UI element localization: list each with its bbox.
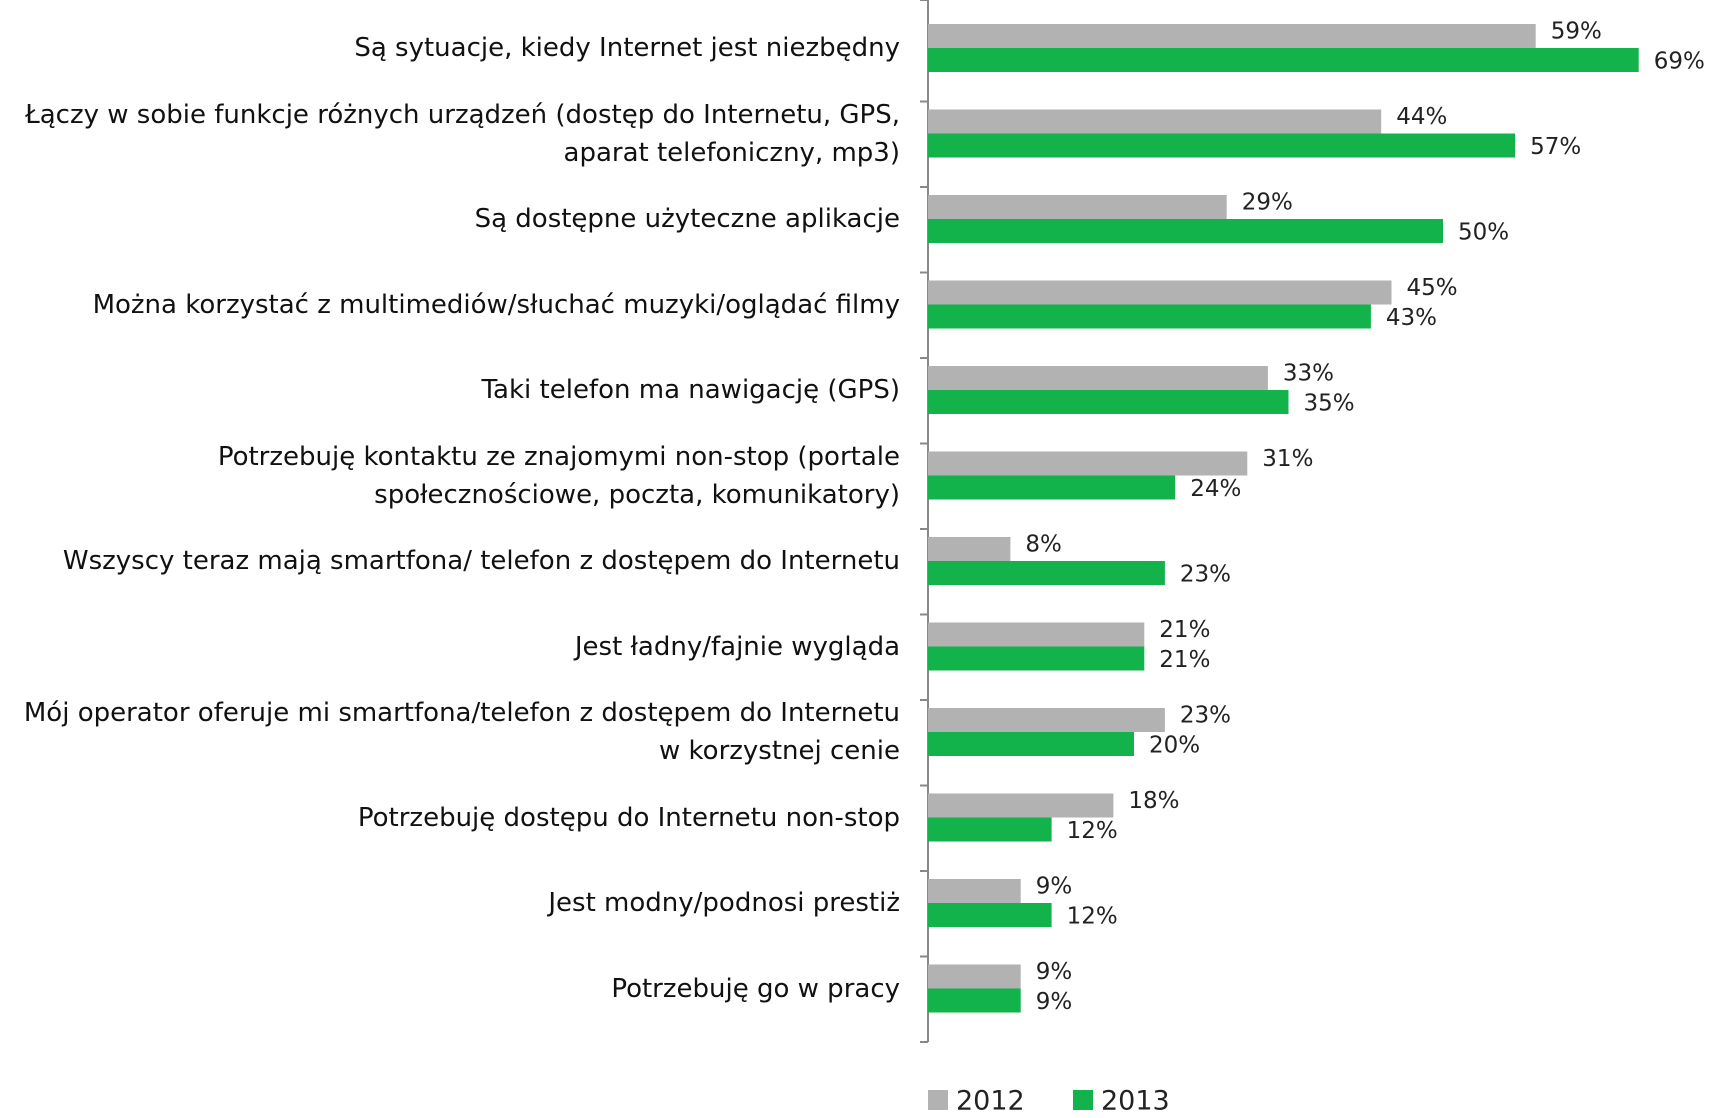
bar	[928, 390, 1289, 414]
data-label: 43%	[1386, 305, 1437, 331]
data-label: 59%	[1551, 19, 1602, 45]
category-text: Potrzebuję go w pracy	[611, 973, 900, 1004]
data-label: 23%	[1180, 703, 1231, 729]
bar	[928, 964, 1021, 989]
bar	[928, 195, 1227, 219]
bar	[928, 451, 1248, 476]
category-text: Łączy w sobie funkcje różnych urządzeń (…	[25, 99, 900, 168]
bar	[928, 793, 1114, 818]
category-label: Mój operator oferuje mi smartfona/telefo…	[0, 682, 900, 782]
bar	[928, 879, 1021, 903]
data-label: 29%	[1242, 190, 1293, 216]
bar	[928, 133, 1516, 158]
category-label: Jest ładny/fajnie wygląda	[0, 597, 900, 697]
bar	[928, 366, 1268, 390]
data-label: 50%	[1458, 220, 1509, 246]
data-label: 31%	[1262, 446, 1313, 472]
bar	[928, 988, 1021, 1013]
data-label: 9%	[1036, 874, 1073, 900]
category-label: Są dostępne użyteczne aplikacje	[0, 169, 900, 269]
category-text: Jest ładny/fajnie wygląda	[574, 631, 900, 662]
category-text: Wszyscy teraz mają smartfona/ telefon z …	[62, 546, 900, 576]
legend-swatch	[928, 1090, 948, 1110]
category-label: Jest modny/podnosi prestiż	[0, 853, 900, 953]
data-label: 12%	[1067, 818, 1118, 844]
bar	[928, 903, 1052, 927]
data-label: 69%	[1654, 49, 1705, 75]
bar	[928, 561, 1165, 585]
category-label: Potrzebuję dostępu do Internetu non-stop	[0, 768, 900, 868]
bar	[928, 475, 1176, 500]
legend-swatch	[1073, 1090, 1093, 1110]
data-label: 57%	[1530, 134, 1581, 160]
data-label: 21%	[1159, 617, 1210, 643]
data-label: 35%	[1304, 391, 1355, 417]
category-label: Potrzebuję go w pracy	[0, 939, 900, 1039]
category-label: Wszyscy teraz mają smartfona/ telefon z …	[0, 511, 900, 611]
bar	[928, 24, 1536, 48]
category-text: Są sytuacje, kiedy Internet jest niezbęd…	[354, 33, 900, 63]
category-text: Są dostępne użyteczne aplikacje	[474, 204, 900, 234]
bar	[928, 646, 1145, 671]
category-label: Potrzebuję kontaktu ze znajomymi non-sto…	[0, 426, 900, 526]
data-label: 20%	[1149, 733, 1200, 759]
bar	[928, 219, 1443, 243]
category-text: Można korzystać z multimediów/słuchać mu…	[92, 289, 900, 320]
legend-label: 2013	[1101, 1086, 1170, 1117]
data-label: 33%	[1283, 361, 1334, 387]
bar	[928, 280, 1392, 305]
data-label: 18%	[1128, 788, 1179, 814]
bar	[928, 732, 1134, 756]
category-label: Są sytuacje, kiedy Internet jest niezbęd…	[0, 0, 900, 98]
bar	[928, 304, 1371, 329]
bar	[928, 817, 1052, 842]
legend-label: 2012	[956, 1086, 1025, 1117]
data-label: 24%	[1190, 476, 1241, 502]
category-label: Łączy w sobie funkcje różnych urządzeń (…	[0, 84, 900, 184]
bar	[928, 708, 1165, 732]
data-label: 45%	[1407, 275, 1458, 301]
category-label: Taki telefon ma nawigację (GPS)	[0, 340, 900, 440]
data-label: 9%	[1036, 989, 1073, 1015]
bar	[928, 48, 1639, 72]
bar	[928, 109, 1382, 134]
data-label: 12%	[1067, 904, 1118, 930]
category-text: Jest modny/podnosi prestiż	[548, 888, 900, 918]
data-label: 21%	[1159, 647, 1210, 673]
category-text: Potrzebuję kontaktu ze znajomymi non-sto…	[217, 441, 900, 510]
category-text: Mój operator oferuje mi smartfona/telefo…	[23, 698, 900, 766]
data-label: 9%	[1036, 959, 1073, 985]
data-label: 8%	[1025, 532, 1062, 558]
bar	[928, 537, 1011, 561]
category-text: Potrzebuję dostępu do Internetu non-stop	[357, 802, 900, 833]
data-label: 44%	[1396, 104, 1447, 130]
category-label: Można korzystać z multimediów/słuchać mu…	[0, 255, 900, 355]
data-label: 23%	[1180, 562, 1231, 588]
bar	[928, 622, 1145, 647]
category-text: Taki telefon ma nawigację (GPS)	[481, 375, 900, 405]
